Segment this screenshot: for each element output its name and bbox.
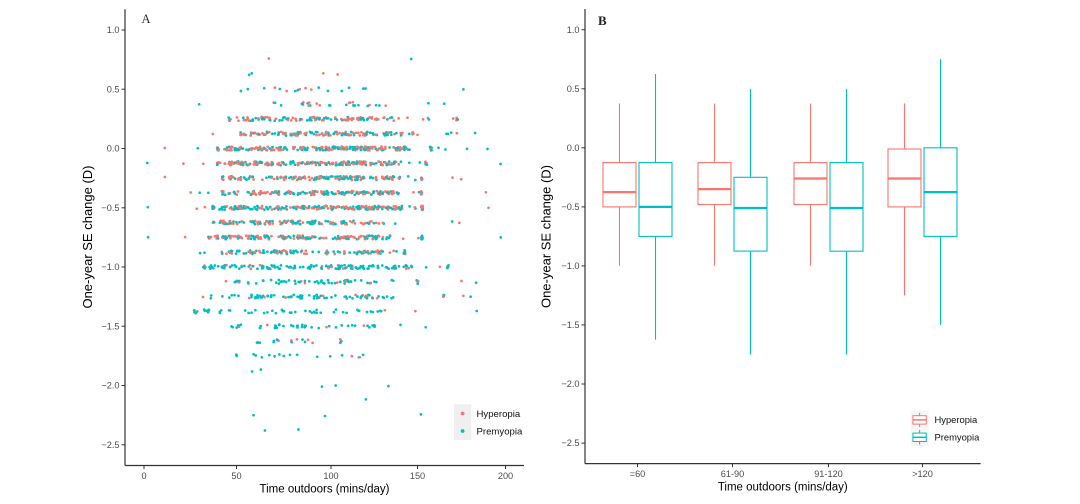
svg-text:−2.0: −2.0 [561, 379, 579, 389]
svg-text:200: 200 [498, 471, 513, 481]
svg-text:A: A [142, 12, 151, 26]
svg-text:0: 0 [141, 471, 146, 481]
svg-text:1.0: 1.0 [567, 25, 580, 35]
svg-text:Time outdoors (mins/day): Time outdoors (mins/day) [718, 482, 848, 494]
svg-text:0.5: 0.5 [107, 85, 120, 95]
svg-text:1.0: 1.0 [107, 25, 120, 35]
svg-text:−2.0: −2.0 [101, 381, 119, 391]
svg-text:50: 50 [231, 471, 241, 481]
svg-text:0.0: 0.0 [107, 144, 120, 154]
svg-text:91-120: 91-120 [814, 469, 843, 479]
svg-text:>120: >120 [912, 469, 933, 479]
svg-text:−1.0: −1.0 [561, 261, 579, 271]
svg-text:Time outdoors (mins/day): Time outdoors (mins/day) [260, 484, 390, 496]
svg-text:0.5: 0.5 [567, 84, 580, 94]
svg-text:One-year SE change (D): One-year SE change (D) [539, 165, 554, 308]
svg-text:B: B [598, 13, 607, 28]
svg-text:0.0: 0.0 [567, 143, 580, 153]
svg-text:−2.5: −2.5 [101, 440, 119, 450]
svg-text:150: 150 [410, 471, 425, 481]
svg-text:Hyperopia: Hyperopia [477, 409, 521, 420]
svg-text:Hyperopia: Hyperopia [935, 414, 979, 425]
svg-text:−1.0: −1.0 [101, 262, 119, 272]
svg-text:−2.5: −2.5 [561, 438, 579, 448]
svg-text:−0.5: −0.5 [101, 203, 119, 213]
svg-text:100: 100 [323, 471, 338, 481]
svg-text:Premyopia: Premyopia [935, 432, 981, 443]
svg-text:−0.5: −0.5 [561, 202, 579, 212]
svg-text:−1.5: −1.5 [561, 320, 579, 330]
svg-text:=60: =60 [630, 469, 646, 479]
svg-text:One-year SE change (D): One-year SE change (D) [80, 165, 95, 308]
svg-text:−1.5: −1.5 [101, 321, 119, 331]
svg-text:61-90: 61-90 [721, 469, 745, 479]
svg-text:Premyopia: Premyopia [477, 426, 524, 437]
